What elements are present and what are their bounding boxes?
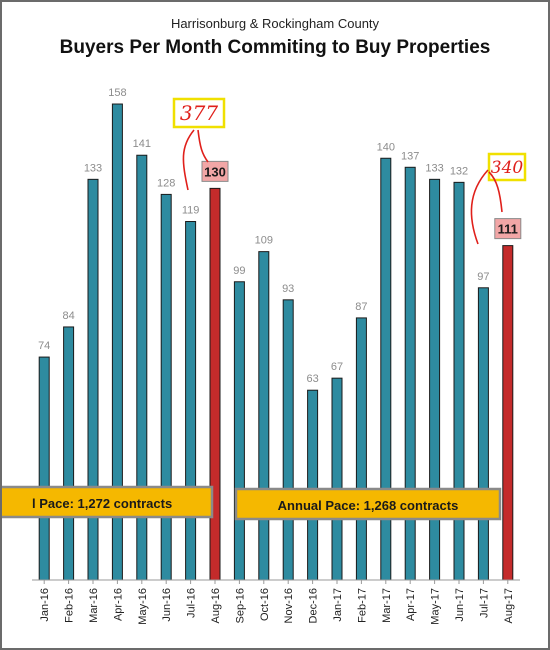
chart-subtitle: Harrisonburg & Rockingham County	[170, 16, 380, 31]
x-tick-label-Aug-17: Aug-17	[503, 588, 515, 623]
x-tick-label-Nov-16: Nov-16	[283, 588, 295, 623]
x-tick-label-Aug-16: Aug-16	[210, 588, 222, 623]
data-label-bg-Aug-16	[201, 160, 229, 182]
x-tick-label-May-16: May-16	[137, 588, 149, 625]
bar-Jan-16	[38, 356, 50, 581]
x-tick-label-Jul-17: Jul-17	[478, 588, 490, 618]
x-tick-label-Jun-17: Jun-17	[454, 588, 466, 622]
pace-label-2017: Annual Pace: 1,268 contracts	[278, 498, 459, 513]
data-label-Aug-16: 130	[204, 164, 226, 179]
bar-Jun-16	[160, 193, 172, 581]
data-label-Jan-17: 67	[331, 361, 343, 373]
callout-2017-arrows	[470, 169, 503, 245]
handwritten-value-2016: 377	[180, 101, 218, 125]
pace-label-2016: l Pace: 1,272 contracts	[32, 496, 172, 511]
data-label-Jul-16: 119	[182, 205, 200, 217]
data-label-Jan-16: 74	[38, 340, 50, 352]
handwritten-callout-2017: 340	[470, 152, 527, 245]
callout-2016-arrows	[182, 129, 209, 191]
callout-2017-box	[487, 152, 527, 182]
data-label-Apr-16: 158	[108, 87, 126, 99]
x-axis: Jan-16 Feb-16 Mar-16 Apr-16 May-16 Jun-16 Jul-…	[32, 579, 520, 625]
data-label-Feb-16: 84	[62, 310, 74, 322]
pace-box-2016-bg	[2, 485, 214, 519]
x-tick-label-Jul-16: Jul-16	[186, 588, 198, 618]
x-tick-label-Jun-16: Jun-16	[161, 588, 173, 622]
bar-Jan-17	[331, 377, 343, 581]
x-tick-label-Dec-16: Dec-16	[308, 588, 320, 623]
bar-Jul-17	[477, 287, 489, 581]
data-label-bg-Aug-17	[494, 218, 522, 240]
bar-Aug-17	[502, 245, 514, 581]
handwritten-callout-2016: 377	[172, 97, 226, 191]
data-label-Aug-17: 111	[498, 222, 518, 237]
bar-Feb-16	[63, 326, 75, 581]
pace-box-2016: l Pace: 1,272 contracts	[2, 485, 214, 519]
x-tick-label-Sep-16: Sep-16	[234, 588, 246, 623]
bar-Dec-16	[307, 389, 319, 581]
x-tick-label-Jan-17: Jan-17	[332, 588, 344, 622]
bar-Jun-17	[453, 181, 465, 581]
x-tick-label-Apr-17: Apr-17	[405, 588, 417, 621]
x-tick-label-Feb-16: Feb-16	[64, 588, 76, 623]
data-label-Mar-16: 133	[84, 162, 102, 174]
bar-Mar-16	[87, 178, 99, 581]
callout-2016-box	[172, 97, 226, 129]
bar-Jul-16	[185, 221, 197, 581]
data-label-Jun-17: 132	[450, 165, 468, 177]
bar-Oct-16	[258, 251, 270, 581]
data-label-May-17: 133	[425, 162, 443, 174]
x-tick-label-Jan-16: Jan-16	[39, 588, 51, 622]
data-label-Apr-17: 137	[401, 150, 419, 162]
x-tick-label-Apr-16: Apr-16	[112, 588, 124, 621]
data-label-Nov-16: 93	[282, 283, 294, 295]
x-tick-label-Feb-17: Feb-17	[356, 588, 368, 623]
bar-Feb-17	[355, 317, 367, 581]
data-label-Dec-16: 63	[306, 373, 318, 385]
data-label-Jul-17: 97	[477, 271, 489, 283]
chart-title: Buyers Per Month Commiting to Buy Proper…	[59, 37, 491, 58]
data-label-Sep-16: 99	[233, 265, 245, 277]
bar-Sep-16	[233, 281, 245, 581]
data-label-May-16: 141	[133, 138, 151, 150]
pace-box-2017-bg	[234, 487, 502, 521]
bar-Nov-16	[282, 299, 294, 581]
x-tick-label-Mar-16: Mar-16	[88, 588, 100, 623]
x-tick-label-Mar-17: Mar-17	[381, 588, 393, 623]
bars-group: 74 84 133 158 141 128 119 130 99 109 93 63 67 87 140 13…	[38, 87, 522, 581]
data-label-Feb-17: 87	[355, 301, 367, 313]
data-label-Mar-17: 140	[377, 141, 395, 153]
bar-Aug-16	[209, 187, 221, 581]
x-tick-label-May-17: May-17	[430, 588, 442, 625]
data-label-Oct-16: 109	[255, 235, 273, 247]
pace-box-2017: Annual Pace: 1,268 contracts	[234, 487, 502, 521]
data-label-Jun-16: 128	[157, 177, 175, 189]
x-tick-label-Oct-16: Oct-16	[259, 588, 271, 621]
handwritten-value-2017: 340	[491, 158, 524, 178]
